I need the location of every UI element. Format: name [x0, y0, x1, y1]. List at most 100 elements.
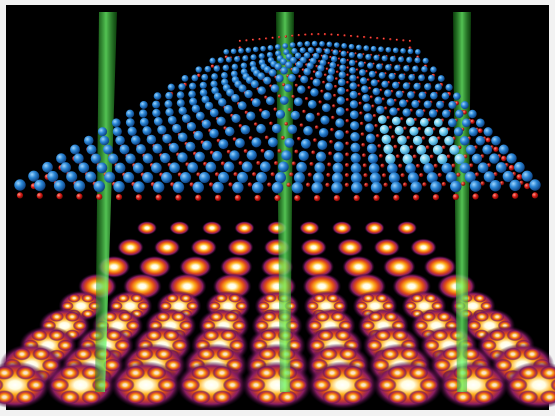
lattice-atom: [251, 181, 264, 194]
interstitial-atom: [383, 182, 388, 187]
edge-atom: [284, 35, 287, 38]
interstitial-atom: [314, 125, 319, 129]
lattice-atom: [181, 74, 189, 82]
lattice-atom: [419, 117, 429, 127]
interstitial-atom: [345, 88, 349, 92]
lattice-atom: [181, 114, 191, 123]
lattice-atom: [125, 153, 136, 164]
lattice-atom: [251, 137, 262, 148]
interstitial-atom: [277, 94, 281, 98]
lattice-atom: [379, 124, 389, 134]
interstitial-atom: [307, 172, 312, 177]
interstitial-atom: [362, 163, 367, 168]
edge-atom: [432, 194, 440, 201]
edge-atom: [214, 194, 222, 201]
lattice-atom: [142, 126, 152, 136]
lattice-atom: [250, 54, 257, 61]
edge-atom: [234, 194, 242, 202]
lattice-atom: [349, 110, 359, 120]
lattice-atom: [153, 117, 163, 126]
interstitial-atom: [451, 163, 456, 168]
lattice-atom: [439, 127, 449, 137]
interstitial-atom: [393, 144, 398, 149]
edge-atom: [310, 33, 314, 36]
lattice-atom: [336, 96, 345, 105]
lattice-atom: [312, 78, 321, 87]
lattice-atom: [407, 172, 419, 184]
lattice-atom: [257, 86, 266, 95]
lattice-atom: [357, 52, 364, 60]
lattice-atom: [327, 67, 336, 76]
interstitial-atom: [277, 149, 282, 153]
interstitial-atom: [345, 141, 349, 146]
interstitial-atom: [346, 66, 349, 69]
interstitial-atom: [400, 173, 405, 178]
lattice-atom: [279, 96, 289, 105]
interstitial-atom: [247, 182, 253, 187]
lattice-atom: [392, 81, 400, 89]
lattice-atom: [385, 46, 392, 53]
lattice-atom: [329, 61, 337, 69]
lattice-atom: [103, 144, 113, 155]
lattice-atom: [178, 106, 187, 115]
lattice-atom: [386, 98, 395, 107]
edge-atom: [336, 33, 340, 37]
lattice-atom: [321, 103, 331, 113]
lattice-atom: [312, 52, 320, 60]
edge-atom: [56, 193, 63, 200]
lattice-atom: [441, 162, 453, 174]
lattice-atom: [213, 65, 221, 72]
lattice-atom: [255, 171, 268, 184]
interstitial-atom: [269, 121, 273, 126]
edge-atom: [485, 137, 491, 143]
lattice-atom: [212, 181, 224, 194]
lattice-atom: [426, 172, 438, 184]
lattice-atom: [306, 62, 314, 70]
lattice-atom: [502, 170, 514, 182]
lattice-atom: [303, 67, 311, 76]
lattice-atom: [165, 91, 173, 100]
lattice-atom: [441, 92, 450, 100]
lattice-atom: [139, 100, 148, 109]
interstitial-atom: [338, 50, 342, 53]
lattice-atom: [246, 149, 257, 161]
lattice-atom: [407, 91, 415, 99]
interstitial-atom: [360, 132, 365, 136]
edge-atom: [210, 64, 215, 68]
lattice-atom: [201, 95, 210, 104]
edge-atom: [462, 110, 467, 115]
lattice-atom: [311, 40, 318, 47]
interstitial-atom: [327, 162, 332, 167]
lattice-atom: [483, 127, 493, 137]
lattice-atom: [506, 153, 517, 164]
edge-atom: [376, 36, 379, 40]
lattice-atom: [365, 53, 372, 60]
lattice-atom: [363, 45, 370, 51]
interstitial-atom: [456, 172, 461, 177]
lattice-atom: [303, 52, 311, 59]
edge-atom: [175, 194, 182, 201]
lattice-atom: [167, 83, 175, 91]
lattice-atom: [416, 144, 427, 155]
lattice-atom: [14, 179, 26, 191]
lattice-atom: [350, 131, 360, 142]
interstitial-atom: [346, 80, 349, 84]
lattice-atom: [398, 99, 407, 108]
lattice-atom: [162, 133, 172, 144]
lattice-atom: [201, 73, 209, 81]
lattice-atom: [274, 44, 281, 50]
lattice-atom: [390, 181, 403, 194]
edge-atom: [470, 119, 475, 124]
lattice-atom: [475, 118, 485, 128]
edge-atom: [135, 194, 142, 201]
lattice-atom: [242, 55, 249, 62]
lattice-atom: [368, 70, 376, 78]
lattice-atom: [453, 92, 461, 101]
interstitial-atom: [286, 182, 291, 187]
lattice-atom: [386, 163, 398, 174]
lattice-atom: [258, 53, 265, 60]
lattice-atom: [529, 179, 541, 191]
lattice-atom: [319, 59, 327, 67]
interstitial-atom: [345, 130, 349, 134]
lattice-atom: [334, 130, 345, 140]
